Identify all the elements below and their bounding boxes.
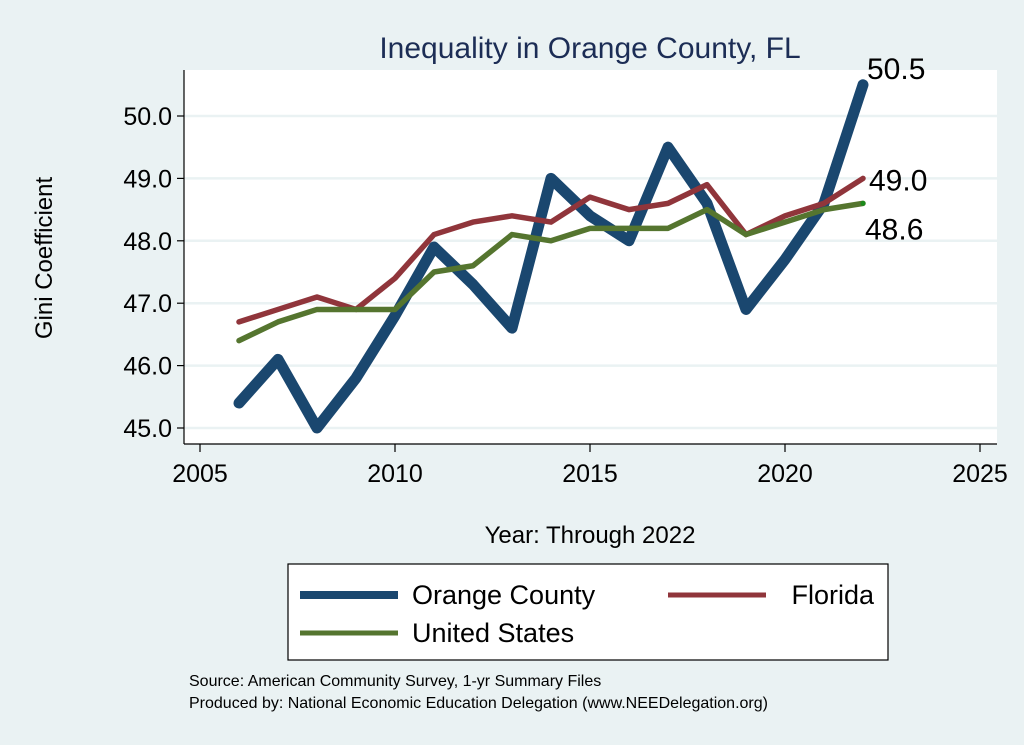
y-tick-label: 49.0: [123, 165, 172, 193]
end-marker-united-states: [860, 200, 866, 206]
x-tick-label: 2025: [952, 460, 1008, 488]
legend-box: [287, 563, 889, 661]
x-axis-title: Year: Through 2022: [485, 522, 696, 549]
plot-area: [184, 70, 997, 444]
end-labels: 50.5 49.0 48.6: [865, 53, 927, 247]
y-axis-title: Gini Coefficient: [31, 177, 58, 340]
end-label-united-states: 48.6: [865, 213, 923, 246]
y-tick-label: 50.0: [123, 103, 172, 131]
x-tick-label: 2010: [367, 460, 423, 488]
producer-note: Produced by: National Economic Education…: [189, 695, 768, 712]
end-label-orange-county: 50.5: [867, 53, 925, 86]
y-tick-label: 48.0: [123, 228, 172, 256]
legend-label-florida: Florida: [791, 580, 875, 610]
legend-label-united-states: United States: [412, 618, 574, 648]
gridlines: [184, 114, 997, 430]
x-tick-label: 2015: [562, 460, 618, 488]
x-tick-label: 2005: [172, 460, 228, 488]
series-lines: [233, 79, 869, 434]
chart-title: Inequality in Orange County, FL: [379, 32, 800, 65]
legend-label-orange-county: Orange County: [412, 580, 596, 610]
legend: Orange County Florida United States: [287, 563, 889, 661]
end-label-florida: 49.0: [869, 164, 927, 197]
y-tick-label: 46.0: [123, 353, 172, 381]
y-tick-label: 47.0: [123, 290, 172, 318]
axes: 45.0 46.0 47.0 48.0 49.0 50.0 2005 2010 2015 2020…: [123, 70, 1008, 488]
source-note: Source: American Community Survey, 1-yr …: [189, 673, 601, 690]
x-tick-label: 2020: [757, 460, 813, 488]
y-tick-label: 45.0: [123, 415, 172, 443]
